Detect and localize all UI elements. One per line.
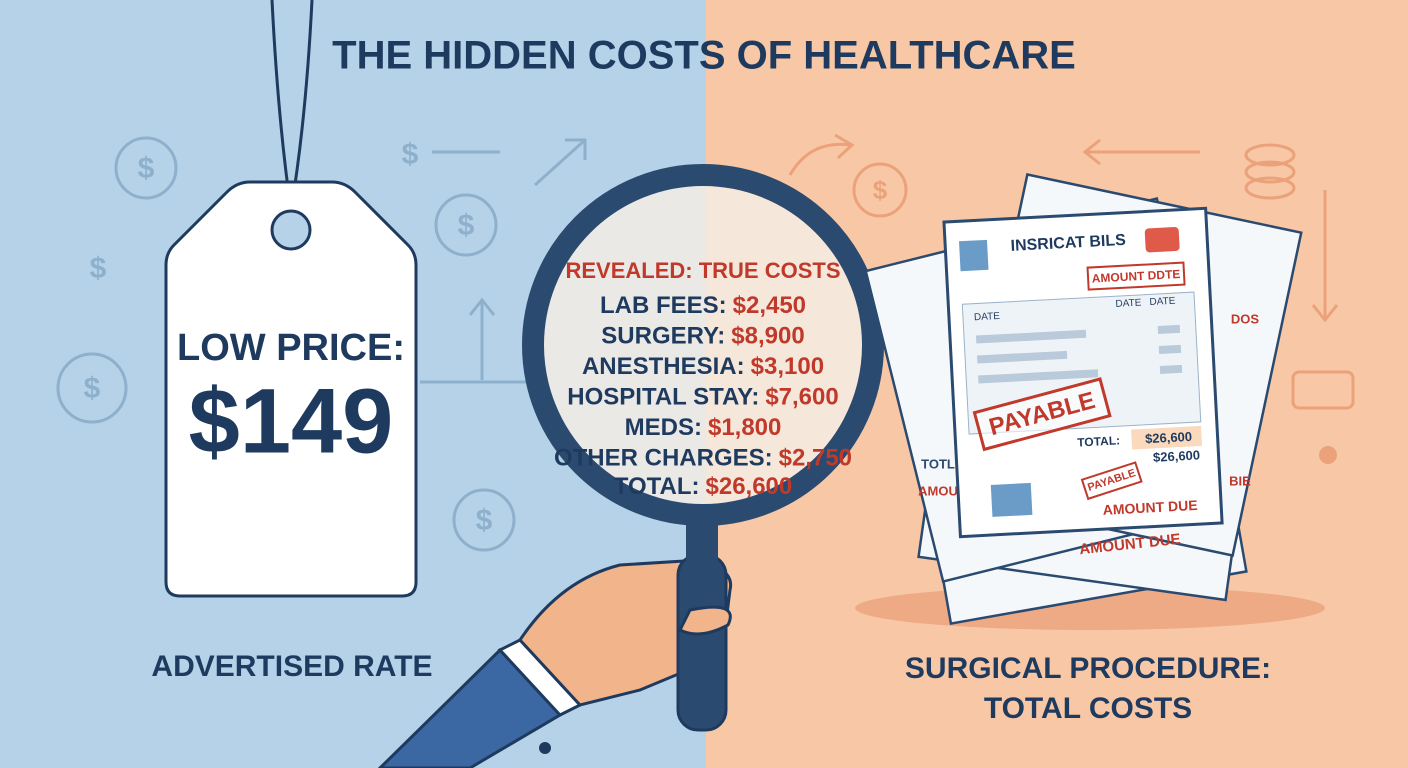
cost-label: LAB FEES: [600, 292, 727, 319]
magnifier-neck [686, 520, 718, 565]
stamp-box [1086, 261, 1186, 291]
cost-row: LAB FEES: $2,450 [600, 292, 806, 319]
bills-stack: AMOUNT DUE DOS TOTL AMOU BIE INSRICAT BI… [855, 173, 1325, 630]
hospital-icon [990, 482, 1033, 517]
hospital-icon [958, 239, 989, 272]
bill-total-label: TOTAL: [1077, 433, 1121, 449]
coin-stack [1244, 176, 1296, 200]
currency-symbol: $ [476, 504, 493, 537]
total-highlight [1131, 425, 1203, 450]
tag-heading: LOW PRICE: [177, 327, 405, 369]
magnifier-lens [522, 164, 884, 526]
coin-icon [56, 352, 128, 424]
bill-text: TOTL [921, 456, 955, 471]
cost-amount: $8,900 [731, 323, 804, 350]
decor-arrow [1082, 138, 1200, 166]
cost-list: REVEALED: TRUE COSTS LAB FEES: $2,450 SURG… [554, 258, 852, 501]
bill-total: $26,600 [1145, 429, 1193, 446]
cost-label: TOTAL: [614, 473, 700, 500]
bill-date: DATE [1115, 297, 1142, 309]
currency-symbol: $ [402, 138, 419, 171]
right-caption: SURGICAL PROCEDURE: [905, 652, 1271, 685]
cost-amount: $2,450 [733, 292, 806, 319]
cost-row: TOTAL: $26,600 [614, 473, 793, 500]
tag-hole [270, 209, 312, 251]
bill-title: INSRICAT BILS [1010, 232, 1126, 255]
cost-row: MEDS: $1,800 [625, 414, 782, 441]
right-caption: TOTAL COSTS [984, 692, 1192, 725]
cost-amount: $7,600 [765, 384, 838, 411]
bill-text: DOS [1231, 311, 1260, 326]
coin-icon [452, 488, 516, 552]
decor-dot [1319, 446, 1337, 464]
cost-amount: $2,750 [779, 445, 852, 472]
bill-line [975, 329, 1087, 344]
currency-symbol: $ [458, 209, 475, 242]
tag-price: $149 [189, 370, 394, 472]
tag-body [164, 180, 418, 598]
cost-label: MEDS: [625, 414, 702, 441]
bill-date: DATE [974, 311, 1001, 323]
thumb [677, 605, 732, 636]
cost-label: HOSPITAL STAY: [567, 384, 759, 411]
decor-arrow [533, 138, 587, 187]
bill-total: $26,600 [1153, 447, 1201, 464]
coin-stack [1244, 160, 1296, 184]
decor-arrow [788, 133, 855, 176]
bill-line [1159, 364, 1183, 374]
ambulance-icon [1291, 370, 1355, 410]
bill-line [978, 369, 1099, 384]
cost-amount: $3,100 [751, 353, 824, 380]
currency-symbol: $ [138, 152, 155, 185]
currency-symbol: $ [84, 372, 101, 405]
coin-icon [114, 136, 178, 200]
decor-icons [56, 136, 587, 552]
ambulance-icon [1144, 227, 1180, 253]
bill-stamp: AMOUNT DDTE [1091, 267, 1180, 286]
bill-line [1158, 344, 1182, 354]
magnifier [522, 164, 884, 732]
bill-date: DATE [1149, 296, 1176, 308]
cost-row: OTHER CHARGES: $2,750 [554, 445, 852, 472]
price-tag: LOW PRICE: $149 [164, 0, 418, 598]
bill-amount-due: AMOUNT DUE [1102, 497, 1198, 518]
cost-amount: $26,600 [706, 473, 793, 500]
magnifier-handle [676, 553, 728, 732]
magnifier-heading: REVEALED: TRUE COSTS [565, 258, 840, 283]
left-caption: ADVERTISED RATE [151, 650, 432, 683]
coin-icon [434, 193, 498, 257]
bill-line [976, 350, 1068, 364]
main-bill: INSRICAT BILS AMOUNT DDTE DATE DATE DATE… [942, 206, 1224, 539]
currency-symbol: $ [90, 252, 107, 285]
title: THE HIDDEN COSTS OF HEALTHCARE [332, 34, 1076, 78]
stamp-box [972, 377, 1112, 452]
coin-stack [1244, 143, 1296, 167]
cost-label: SURGERY: [601, 323, 725, 350]
decor-arrow [468, 297, 496, 380]
stamp-box [1080, 461, 1143, 501]
cost-amount: $1,800 [708, 414, 781, 441]
button [539, 742, 551, 754]
decor-arrow [1311, 190, 1339, 323]
bill-text: BIE [1229, 473, 1251, 488]
currency-symbol: $ [873, 175, 888, 205]
cost-row: SURGERY: $8,900 [601, 323, 804, 350]
bill-line [1157, 324, 1181, 335]
cost-row: ANESTHESIA: $3,100 [582, 353, 824, 380]
cost-label: ANESTHESIA: [582, 353, 745, 380]
cost-row: HOSPITAL STAY: $7,600 [567, 384, 838, 411]
cost-label: OTHER CHARGES: [554, 445, 773, 472]
coin-icon [852, 162, 908, 218]
bill-text: AMOU [918, 483, 958, 498]
